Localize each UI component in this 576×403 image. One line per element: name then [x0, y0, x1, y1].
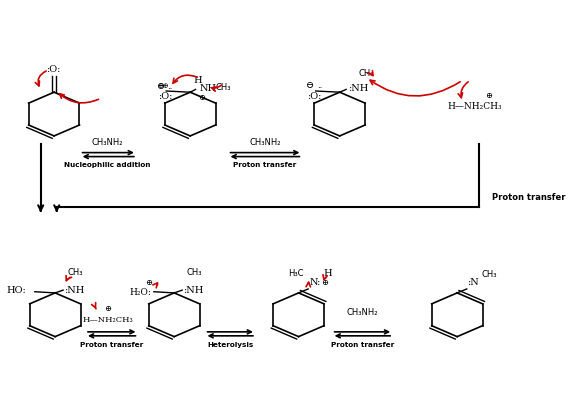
- Text: H—NH₂CH₃: H—NH₂CH₃: [448, 102, 502, 110]
- Text: CH₃: CH₃: [67, 268, 83, 276]
- Text: ⊕: ⊕: [321, 279, 328, 287]
- Text: H₂O:: H₂O:: [130, 289, 151, 297]
- Text: H₃C: H₃C: [289, 269, 304, 278]
- Text: ⊕⊕: ⊕⊕: [158, 82, 169, 90]
- Text: :NH: :NH: [65, 286, 85, 295]
- Text: ⊖: ⊖: [157, 82, 165, 91]
- Text: Proton transfer: Proton transfer: [331, 342, 395, 348]
- Text: ⊕: ⊕: [199, 94, 206, 102]
- Text: Proton transfer: Proton transfer: [233, 162, 297, 168]
- Text: :NH: :NH: [348, 84, 369, 93]
- Text: CH₃: CH₃: [187, 268, 202, 276]
- Text: H—NH₂CH₃: H—NH₂CH₃: [82, 316, 133, 324]
- Text: CH₃: CH₃: [359, 69, 374, 78]
- Text: Proton transfer: Proton transfer: [492, 193, 566, 202]
- Text: Nucleophilic addition: Nucleophilic addition: [64, 162, 151, 168]
- Text: ..: ..: [317, 82, 323, 90]
- Text: HO:: HO:: [6, 286, 26, 295]
- Text: :O:: :O:: [159, 92, 173, 101]
- Text: CH₃NH₂: CH₃NH₂: [249, 138, 281, 147]
- Text: NH: NH: [200, 84, 217, 93]
- Text: Proton transfer: Proton transfer: [80, 342, 143, 348]
- Text: H: H: [194, 76, 203, 85]
- Text: CH₃: CH₃: [482, 270, 497, 279]
- Text: ..: ..: [167, 83, 172, 91]
- Text: :NH: :NH: [184, 286, 204, 295]
- Text: H: H: [323, 269, 332, 278]
- Text: ⊕: ⊕: [104, 305, 111, 313]
- Text: ⊕: ⊕: [484, 92, 491, 100]
- Text: CH₃NH₂: CH₃NH₂: [92, 138, 123, 147]
- Text: CH₃: CH₃: [216, 83, 232, 92]
- Text: N:: N:: [309, 278, 321, 287]
- Text: :O:: :O:: [309, 92, 323, 101]
- Text: :N: :N: [468, 278, 480, 287]
- Text: Heterolysis: Heterolysis: [207, 342, 253, 348]
- Text: ⊕: ⊕: [145, 279, 151, 287]
- Text: CH₃NH₂: CH₃NH₂: [347, 308, 378, 317]
- Text: :O:: :O:: [47, 65, 61, 74]
- Text: ⊖: ⊖: [306, 81, 314, 90]
